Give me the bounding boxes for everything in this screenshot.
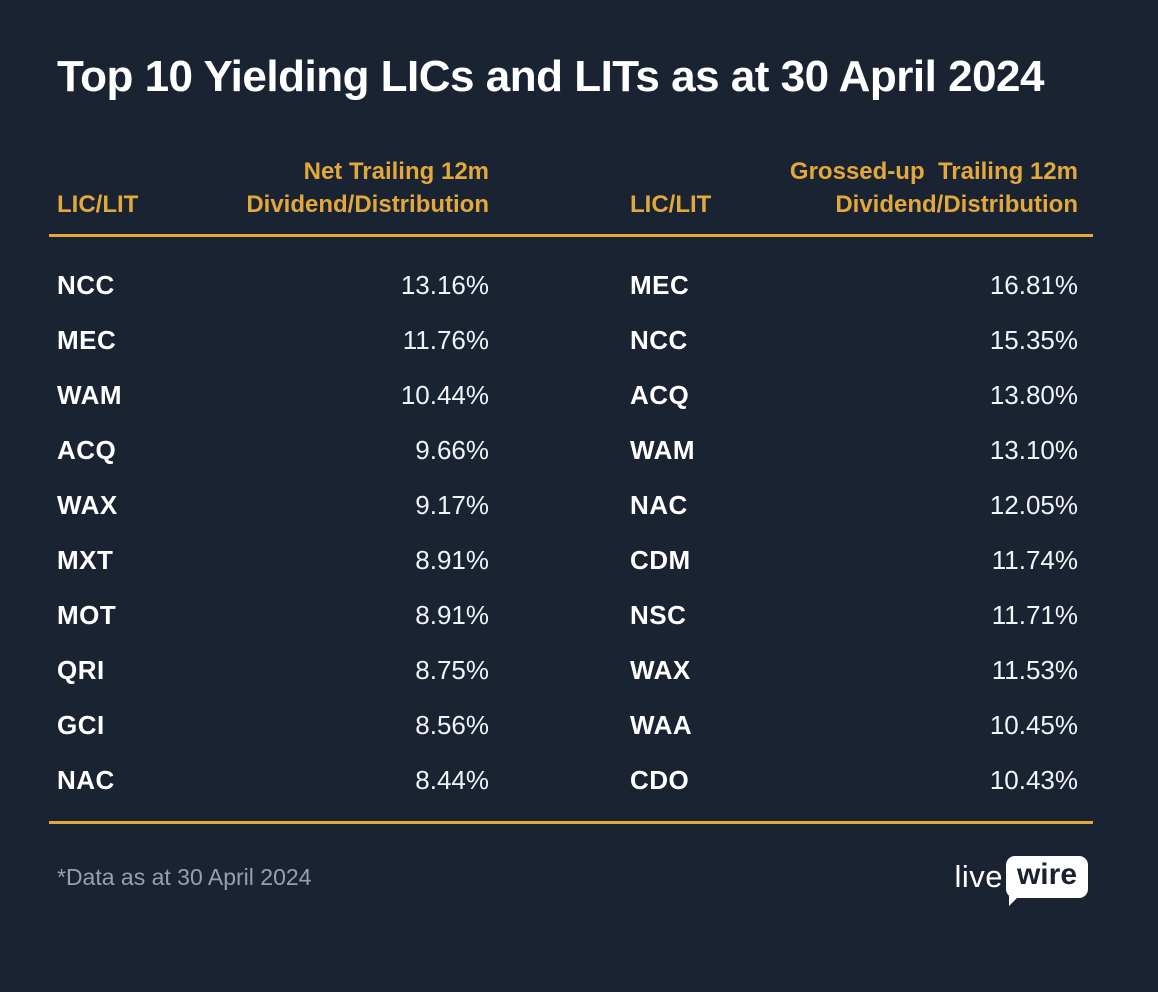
ticker-label: NCC — [630, 325, 688, 355]
ticker-label: WAX — [630, 655, 691, 685]
logo-wire-bubble: wire — [1005, 856, 1088, 906]
ticker-label: MEC — [630, 270, 690, 300]
right-dividend-header-line1: Grossed-up Trailing 12m — [789, 158, 1078, 185]
yield-value: 11.74% — [991, 545, 1078, 575]
table-row: MOT 8.91% — [57, 588, 489, 643]
ticker-label: WAM — [630, 435, 696, 465]
table-row: NAC 12.05% — [630, 478, 1078, 533]
table-row: ACQ 9.66% — [57, 423, 489, 478]
header-divider-rule — [49, 234, 1093, 237]
yield-value: 11.53% — [991, 655, 1078, 685]
ticker-label: NCC — [57, 270, 115, 300]
table-row: WAX 9.17% — [57, 478, 489, 533]
right-table-header: LIC/LIT Grossed-up Trailing 12m Dividend… — [630, 155, 1078, 221]
yield-value: 13.10% — [989, 435, 1078, 465]
yield-value: 15.35% — [989, 325, 1078, 355]
yield-value: 13.80% — [989, 380, 1078, 410]
ticker-label: CDO — [630, 765, 690, 795]
yield-value: 11.76% — [402, 325, 489, 355]
table-row: GCI 8.56% — [57, 698, 489, 753]
left-dividend-header-line2: Dividend/Distribution — [246, 191, 489, 218]
yield-value: 11.71% — [991, 600, 1078, 630]
table-row: CDO 10.43% — [630, 753, 1078, 808]
table-row: CDM 11.74% — [630, 533, 1078, 588]
logo-live-text: live — [954, 859, 1003, 894]
table-row: WAA 10.45% — [630, 698, 1078, 753]
ticker-label: NAC — [630, 490, 688, 520]
table-row: NCC 13.16% — [57, 258, 489, 313]
ticker-label: NAC — [57, 765, 115, 795]
yield-value: 8.91% — [415, 600, 489, 630]
footer: *Data as at 30 April 2024 live wire — [57, 856, 1088, 906]
right-dividend-header: Grossed-up Trailing 12m Dividend/Distrib… — [790, 155, 1078, 221]
ticker-label: ACQ — [57, 435, 117, 465]
yield-value: 12.05% — [989, 490, 1078, 520]
yield-value: 13.16% — [400, 270, 489, 300]
ticker-label: MXT — [57, 545, 114, 575]
logo-bubble-tail-icon — [1008, 896, 1019, 906]
logo-wire-text: wire — [1016, 858, 1077, 891]
left-table-header: LIC/LIT Net Trailing 12m Dividend/Distri… — [57, 155, 489, 221]
right-lic-lit-header: LIC/LIT — [630, 191, 712, 218]
yield-value: 8.44% — [415, 765, 489, 795]
table-row: WAM 13.10% — [630, 423, 1078, 478]
table-bodies: NCC 13.16% MEC 11.76% WAM 10.44% ACQ 9.6… — [57, 237, 1078, 808]
table-row: NCC 15.35% — [630, 313, 1078, 368]
table-row: MEC 11.76% — [57, 313, 489, 368]
left-table-body: NCC 13.16% MEC 11.76% WAM 10.44% ACQ 9.6… — [57, 258, 489, 808]
ticker-label: ACQ — [630, 380, 690, 410]
ticker-label: QRI — [57, 655, 105, 685]
table-header-row: LIC/LIT Net Trailing 12m Dividend/Distri… — [57, 155, 1078, 234]
livewire-logo: live wire — [954, 856, 1088, 906]
table-row: MXT 8.91% — [57, 533, 489, 588]
ticker-label: MOT — [57, 600, 117, 630]
ticker-label: WAX — [57, 490, 118, 520]
ticker-label: WAM — [57, 380, 123, 410]
yield-value: 8.56% — [415, 710, 489, 740]
table-row: WAX 11.53% — [630, 643, 1078, 698]
yield-value: 8.75% — [415, 655, 489, 685]
ticker-label: NSC — [630, 600, 687, 630]
data-footnote: *Data as at 30 April 2024 — [57, 863, 312, 890]
table-row: ACQ 13.80% — [630, 368, 1078, 423]
page-title: Top 10 Yielding LICs and LITs as at 30 A… — [57, 52, 1044, 101]
table-row: WAM 10.44% — [57, 368, 489, 423]
ticker-label: MEC — [57, 325, 117, 355]
ticker-label: CDM — [630, 545, 691, 575]
table-row: NAC 8.44% — [57, 753, 489, 808]
infographic-canvas: Top 10 Yielding LICs and LITs as at 30 A… — [0, 52, 1158, 992]
yield-value: 10.43% — [989, 765, 1078, 795]
footer-divider-rule — [49, 821, 1093, 824]
table-row: QRI 8.75% — [57, 643, 489, 698]
right-table-body: MEC 16.81% NCC 15.35% ACQ 13.80% WAM 13.… — [630, 258, 1078, 808]
yield-value: 10.45% — [989, 710, 1078, 740]
left-dividend-header-line1: Net Trailing 12m — [303, 158, 489, 185]
table-row: MEC 16.81% — [630, 258, 1078, 313]
yield-value: 8.91% — [415, 545, 489, 575]
ticker-label: WAA — [630, 710, 693, 740]
yield-value: 16.81% — [989, 270, 1078, 300]
table-row: NSC 11.71% — [630, 588, 1078, 643]
left-lic-lit-header: LIC/LIT — [57, 191, 139, 218]
ticker-label: GCI — [57, 710, 105, 740]
right-dividend-header-line2: Dividend/Distribution — [835, 191, 1078, 218]
yield-value: 9.66% — [415, 435, 489, 465]
left-dividend-header: Net Trailing 12m Dividend/Distribution — [246, 155, 489, 221]
yield-value: 9.17% — [415, 490, 489, 520]
yield-value: 10.44% — [400, 380, 489, 410]
